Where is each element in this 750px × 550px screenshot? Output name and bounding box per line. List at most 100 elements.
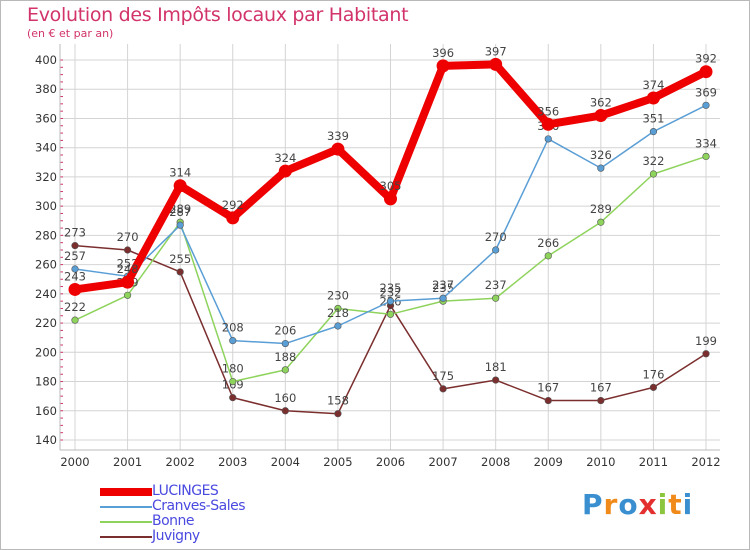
y-tick-label: 360 (35, 111, 57, 125)
chart-legend: LUCINGES Cranves-Sales Bonne Juvigny (100, 484, 246, 544)
data-label-cranves-sales: 270 (485, 230, 507, 244)
data-label-lucinges: 314 (169, 166, 191, 180)
legend-swatch (100, 520, 152, 523)
y-tick-label: 320 (35, 170, 57, 184)
x-tick-label: 2000 (60, 455, 89, 469)
x-tick-label: 2008 (481, 455, 510, 469)
data-label-lucinges: 324 (274, 151, 296, 165)
data-label-bonne: 289 (169, 202, 191, 216)
legend-swatch (100, 535, 152, 538)
chart-title: Evolution des Impôts locaux par Habitant (27, 4, 409, 26)
legend-item-cranves-sales: Cranves-Sales (100, 498, 246, 514)
data-point-juvigny (229, 394, 237, 402)
data-label-juvigny: 199 (695, 334, 717, 348)
data-point-juvigny (334, 410, 342, 418)
y-tick-label: 160 (35, 404, 57, 418)
data-point-lucinges (173, 179, 187, 193)
data-point-cranves-sales (439, 294, 447, 302)
data-point-lucinges (278, 164, 292, 178)
legend-item-bonne: Bonne (100, 514, 245, 529)
y-tick-label: 300 (35, 199, 57, 213)
data-point-lucinges (384, 192, 397, 206)
data-point-bonne (597, 218, 605, 226)
logo-letter: i (657, 488, 669, 521)
data-label-juvigny: 167 (590, 381, 612, 395)
x-tick-label: 2003 (218, 455, 247, 469)
data-label-lucinges: 356 (537, 104, 559, 118)
data-label-bonne: 237 (485, 278, 507, 292)
y-tick-label: 380 (35, 82, 57, 96)
data-point-lucinges (121, 275, 135, 289)
data-point-cranves-sales (702, 101, 710, 109)
data-point-cranves-sales (71, 265, 79, 273)
logo-letter: P (582, 488, 604, 521)
data-label-cranves-sales: 351 (642, 112, 664, 126)
logo-letter: t (668, 488, 683, 521)
data-point-lucinges (436, 59, 450, 73)
x-tick-label: 2009 (534, 455, 563, 469)
legend-swatch (100, 505, 152, 508)
data-point-bonne (334, 304, 342, 313)
data-point-lucinges (489, 57, 503, 71)
data-point-bonne (281, 366, 289, 374)
data-label-cranves-sales: 208 (222, 321, 244, 335)
x-tick-label: 2001 (113, 455, 142, 469)
data-point-cranves-sales (334, 322, 342, 330)
legend-item-juvigny: Juvigny (100, 529, 245, 544)
data-point-juvigny (702, 350, 710, 358)
data-point-lucinges (646, 91, 660, 105)
data-label-juvigny: 158 (327, 394, 349, 408)
data-label-juvigny: 270 (117, 230, 139, 244)
data-label-juvigny: 167 (537, 381, 559, 395)
data-label-juvigny: 255 (169, 252, 191, 266)
data-label-cranves-sales: 369 (695, 85, 717, 99)
y-tick-label: 340 (35, 141, 57, 155)
data-label-lucinges: 243 (64, 269, 86, 283)
x-tick-label: 2011 (639, 455, 668, 469)
data-label-lucinges: 305 (380, 179, 402, 193)
data-label-cranves-sales: 287 (169, 205, 191, 219)
data-label-juvigny: 175 (432, 369, 454, 383)
data-label-lucinges: 248 (117, 262, 139, 276)
data-point-bonne (649, 170, 658, 178)
legend-item-lucinges: LUCINGES (100, 484, 245, 499)
data-label-bonne: 188 (274, 350, 296, 364)
data-label-cranves-sales: 235 (380, 281, 402, 295)
chart-subtitle: (en € et par an) (27, 27, 114, 40)
legend-swatch (100, 487, 152, 496)
data-point-cranves-sales (281, 339, 289, 348)
y-tick-label: 400 (35, 53, 57, 67)
y-tick-label: 280 (35, 228, 57, 242)
data-point-juvigny (492, 376, 500, 384)
data-point-lucinges (594, 109, 608, 123)
legend-label: Cranves-Sales (152, 498, 246, 514)
data-label-cranves-sales: 257 (64, 249, 86, 263)
data-point-juvigny (71, 242, 79, 250)
x-tick-label: 2004 (271, 455, 300, 469)
data-point-lucinges (331, 142, 345, 156)
y-tick-label: 140 (35, 433, 57, 447)
data-point-cranves-sales (386, 297, 395, 305)
data-label-lucinges: 397 (485, 44, 507, 58)
data-point-juvigny (597, 396, 605, 405)
data-point-cranves-sales (544, 135, 552, 143)
data-label-bonne: 222 (64, 300, 86, 314)
data-point-bonne (71, 316, 79, 324)
y-tick-label: 240 (35, 287, 57, 301)
data-point-lucinges (68, 282, 82, 296)
y-tick-label: 220 (35, 316, 57, 330)
data-label-bonne: 235 (432, 281, 454, 295)
data-point-bonne (702, 152, 710, 161)
logo-letter: r (603, 488, 619, 521)
data-point-cranves-sales (649, 128, 658, 136)
proxiti-logo: Proxiti (582, 488, 693, 521)
data-point-bonne (386, 310, 395, 318)
x-tick-label: 2006 (376, 455, 405, 469)
data-point-cranves-sales (229, 337, 237, 345)
data-label-lucinges: 339 (327, 129, 349, 143)
legend-label: Juvigny (152, 528, 200, 544)
data-point-cranves-sales (492, 246, 500, 254)
logo-letter: x (638, 488, 658, 521)
data-point-cranves-sales (597, 164, 605, 172)
